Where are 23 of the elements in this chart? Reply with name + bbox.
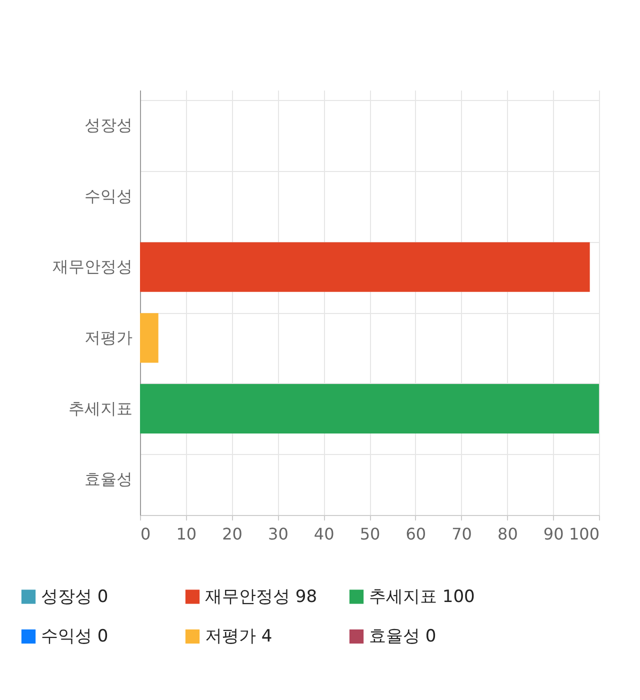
x-tick-label: 70 [452, 524, 472, 544]
x-tick-label: 50 [360, 524, 380, 544]
y-tick-label: 수익성 [84, 186, 132, 206]
x-tick-label: 10 [176, 524, 197, 544]
y-tick-label: 효율성 [84, 470, 132, 489]
x-tick-label: 90 [543, 524, 564, 544]
legend-label: 저평가 4 [205, 626, 272, 646]
x-tick-label: 80 [498, 524, 518, 544]
legend-label: 성장성 0 [41, 586, 108, 607]
x-tick-label: 30 [268, 524, 288, 544]
y-tick-label: 추세지표 [68, 398, 132, 418]
legend-label: 추세지표 100 [369, 586, 475, 607]
legend-label: 수익성 0 [41, 626, 108, 646]
x-tick-label: 60 [406, 524, 426, 544]
y-tick-label: 재무안정성 [52, 257, 132, 276]
x-tick-label: 20 [222, 524, 242, 544]
x-tick-label: 40 [314, 524, 334, 544]
legend-label: 효율성 0 [369, 626, 436, 646]
y-tick-label: 저평가 [84, 328, 132, 347]
x-tick-label: 0 [140, 524, 151, 544]
y-tick-label: 성장성 [84, 115, 132, 134]
x-tick-label: 100 [568, 524, 600, 544]
legend-label: 재무안정성 98 [205, 586, 318, 607]
